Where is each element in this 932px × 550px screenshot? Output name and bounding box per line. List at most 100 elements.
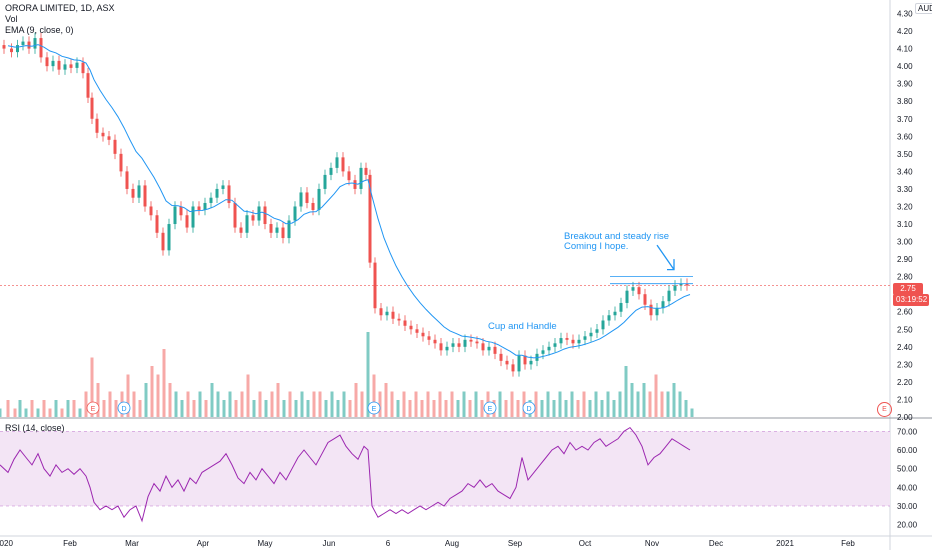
volume-bar [582,391,586,417]
candle-body [553,343,557,347]
volume-bar [198,391,202,417]
volume-bar [42,400,46,417]
volume-bar [282,400,286,417]
candle-body [619,302,623,312]
volume-bar [294,400,298,417]
time-tick-label: Apr [197,539,210,548]
volume-bar [438,391,442,417]
candle-body [155,215,159,233]
candle-body [493,346,497,354]
volume-bar [474,391,478,417]
volume-bar [504,400,508,417]
candle-body [197,206,201,210]
volume-bar [396,400,400,417]
volume-bar [174,391,178,417]
candle-body [673,285,677,291]
time-tick-label: Nov [645,539,659,548]
candle-body [649,304,653,316]
annotation-breakout-line2: Coming I hope. [564,241,629,252]
candle-body [329,167,333,175]
candle-body [257,206,261,221]
candle-body [21,41,25,46]
candle-body [487,346,491,351]
volume-bar [252,400,256,417]
candle-body [293,206,297,221]
rsi-guides [0,431,890,507]
candle-body [137,185,141,198]
volume-bar [354,383,358,417]
volume-bar [498,391,502,417]
volume-bar [13,408,17,417]
candle-body [10,48,13,53]
time-tick-label: Oct [579,539,592,548]
time-tick-label: Feb [63,539,77,548]
volume-bar [0,408,2,417]
time-axis: 2020 Feb Mar Apr May Jun 6 Aug Sep Oct Nov Dec 2021 F… [0,539,855,548]
candle-body [421,332,425,337]
candle-body [685,283,689,286]
volume-bar [594,391,598,417]
volume-bar [684,400,688,417]
candle-body [239,227,243,233]
volume-bar [60,408,64,417]
volume-bar [378,391,382,417]
candle-body [637,287,641,295]
price-tick-label: 3.90 [897,80,913,89]
candle-body [2,45,6,49]
candle-body [107,136,111,140]
volume-bar [348,400,352,417]
volume-bar [234,400,238,417]
candle-body [625,290,629,303]
price-tick-label: 2.90 [897,255,913,264]
volume-bar [432,400,436,417]
volume-bar [222,400,226,417]
candle-body [409,325,413,330]
candle-body [33,38,37,49]
volume-bar [150,366,154,417]
candle-body [101,132,105,137]
time-tick-label: 6 [386,539,391,548]
candle-body [287,220,291,239]
candle-body [655,308,659,316]
volume-bar [72,400,76,417]
price-tick-label: 2.10 [897,395,913,404]
candle-body [601,320,605,330]
candle-body [131,188,135,198]
volume-bar [636,391,640,417]
candle-body [559,338,563,344]
volume-bar [276,383,280,417]
candle-body [565,338,569,340]
time-tick-label: May [257,539,272,548]
volume-bar [336,400,340,417]
volume-bar [366,332,370,417]
candle-body [323,174,327,189]
currency-label[interactable]: AUD [915,3,932,14]
candle-body [149,206,153,216]
candle-body [457,343,461,347]
candle-body [583,336,587,340]
volume-bar [18,400,22,417]
price-tick-label: 2.00 [897,413,913,422]
candle-body [75,62,79,68]
volume-bar [48,408,52,417]
candle-body [191,206,195,228]
time-tick-label: 2021 [776,539,794,548]
earnings-marker-icon[interactable]: E [877,402,892,417]
candle-body [51,60,55,67]
volume-bar [330,391,334,417]
candle-body [119,153,123,172]
volume-bar [570,391,574,417]
volume-bar [642,383,646,417]
time-tick-label: Mar [125,539,139,548]
price-tick-label: 3.10 [897,220,913,229]
candle-body [364,167,368,175]
candle-body [547,346,551,351]
volume-bar [312,391,316,417]
candle-body [415,329,419,333]
volume-bar [426,391,430,417]
price-tick-label: 3.30 [897,185,913,194]
candle-body [445,346,449,351]
volume-bar [618,391,622,417]
rsi-tick-label: 70.00 [897,427,918,436]
